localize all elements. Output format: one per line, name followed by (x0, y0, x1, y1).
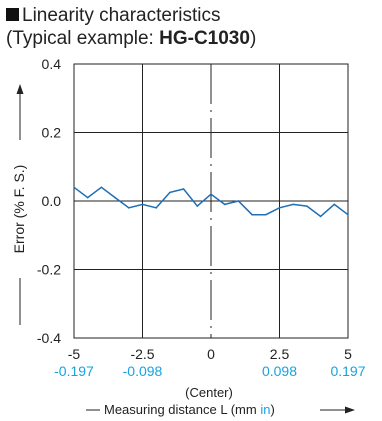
data-point (223, 203, 226, 206)
x-tick-inch-label: -0.098 (123, 363, 163, 379)
x-tick-label: -5 (68, 346, 81, 362)
data-points (73, 186, 349, 218)
y-axis-label-bg (10, 140, 30, 278)
y-tick-labels: 0.4 0.2 0.0 -0.2 -0.4 (37, 56, 61, 346)
x-axis-label: Measuring distance L (mm in) (104, 402, 275, 417)
data-point (292, 203, 295, 206)
x-tick-inch-label: -0.197 (54, 363, 94, 379)
y-axis-label-group: Error (% F. S.) (10, 84, 30, 325)
data-point (210, 193, 212, 195)
data-point (86, 196, 89, 199)
y-axis-label: Error (% F. S.) (11, 165, 27, 254)
data-point (73, 186, 75, 189)
x-tick-label: 2.5 (270, 346, 290, 362)
x-axis-label-suffix: ) (270, 402, 274, 417)
model-name: HG-C1030 (159, 28, 250, 49)
chart-title: Linearity characteristics (22, 5, 221, 26)
y-axis-arrow-icon (16, 84, 24, 94)
bullet-square-icon (6, 8, 19, 21)
data-point (100, 186, 103, 189)
x-axis-label-group: Measuring distance L (mm in) (86, 402, 355, 417)
data-point (265, 213, 267, 216)
y-tick-label: 0.4 (42, 56, 62, 72)
y-tick-label: -0.2 (37, 262, 61, 278)
title-line-2: (Typical example: HG-C1030) (6, 27, 256, 50)
data-point (114, 196, 116, 199)
data-point (128, 207, 130, 209)
x-tick-inch-label: 0.197 (330, 363, 365, 379)
data-point (182, 188, 185, 190)
x-tick-label: -2.5 (130, 346, 154, 362)
data-point (333, 203, 336, 206)
x-tick-labels: -5-0.197 -2.5-0.098 0 2.50.098 50.197 (54, 346, 366, 379)
subtitle-suffix: ) (249, 28, 257, 49)
data-point (237, 200, 240, 202)
data-point (141, 203, 144, 206)
data-point (306, 205, 308, 207)
data-point (278, 207, 281, 209)
x-tick-inch-label: 0.098 (262, 363, 297, 379)
data-point (251, 213, 253, 216)
y-tick-label: -0.4 (37, 330, 61, 346)
x-axis-label-inch-unit: in (260, 402, 270, 417)
data-point (319, 215, 322, 218)
data-point (347, 213, 349, 216)
chart-title-block: Linearity characteristics (Typical examp… (6, 4, 256, 50)
data-point (155, 207, 157, 209)
x-tick-label: 5 (344, 346, 352, 362)
data-point (196, 205, 199, 207)
x-tick-label: 0 (207, 346, 215, 362)
center-label: (Center) (185, 385, 233, 400)
x-axis-arrow-icon (345, 406, 355, 414)
y-tick-label: 0.0 (42, 193, 62, 209)
y-tick-label: 0.2 (42, 125, 62, 141)
data-point (169, 191, 171, 194)
subtitle-prefix: (Typical example: (6, 28, 160, 49)
title-line-1: Linearity characteristics (6, 4, 256, 27)
x-axis-label-prefix: Measuring distance L (mm (104, 402, 260, 417)
